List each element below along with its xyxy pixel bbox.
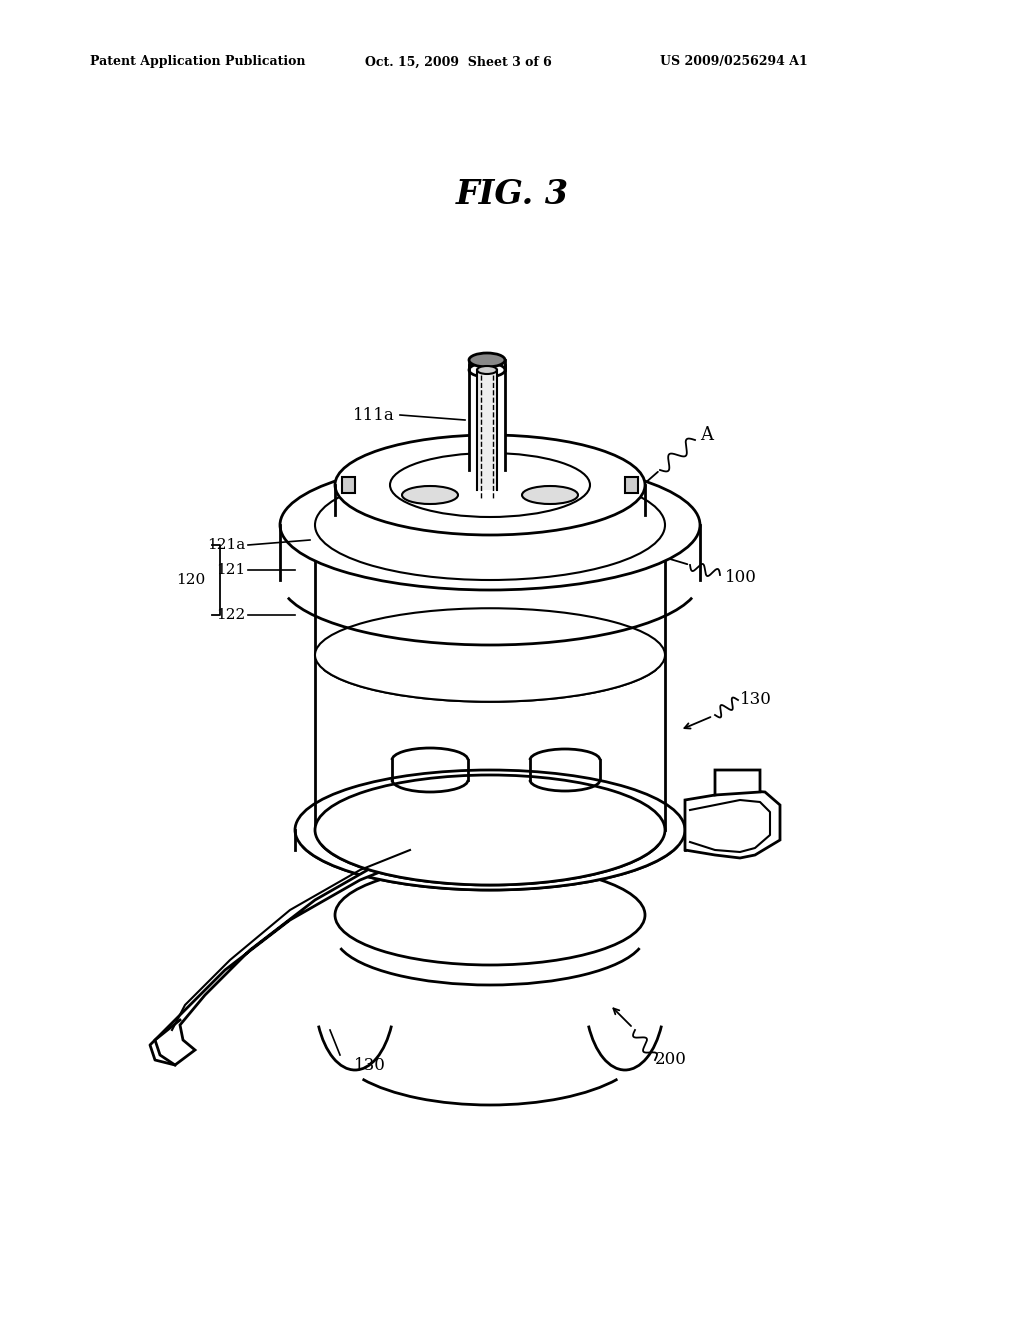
Text: 122: 122 <box>216 609 245 622</box>
Text: 121a: 121a <box>207 539 245 552</box>
Ellipse shape <box>295 770 685 890</box>
Ellipse shape <box>335 865 645 965</box>
Text: 100: 100 <box>725 569 757 586</box>
Polygon shape <box>625 477 638 492</box>
Ellipse shape <box>315 470 665 579</box>
Ellipse shape <box>315 609 665 702</box>
Text: 200: 200 <box>655 1052 687 1068</box>
Text: 130: 130 <box>354 1056 386 1073</box>
Text: 120: 120 <box>176 573 205 587</box>
Ellipse shape <box>280 459 700 590</box>
Polygon shape <box>715 770 760 795</box>
Polygon shape <box>469 366 505 470</box>
Ellipse shape <box>469 363 505 378</box>
Ellipse shape <box>315 775 665 884</box>
Text: FIG. 3: FIG. 3 <box>456 178 568 211</box>
Ellipse shape <box>390 453 590 517</box>
Polygon shape <box>477 370 497 490</box>
Ellipse shape <box>477 366 497 374</box>
Ellipse shape <box>469 352 505 367</box>
Text: Oct. 15, 2009  Sheet 3 of 6: Oct. 15, 2009 Sheet 3 of 6 <box>365 55 552 69</box>
Ellipse shape <box>335 436 645 535</box>
Text: 111a: 111a <box>353 407 395 424</box>
Text: Patent Application Publication: Patent Application Publication <box>90 55 305 69</box>
Text: A: A <box>700 426 713 444</box>
Polygon shape <box>685 789 780 858</box>
Polygon shape <box>342 477 355 492</box>
Text: 130: 130 <box>740 692 772 709</box>
Ellipse shape <box>522 486 578 504</box>
Ellipse shape <box>402 486 458 504</box>
Text: US 2009/0256294 A1: US 2009/0256294 A1 <box>660 55 808 69</box>
Polygon shape <box>155 840 435 1065</box>
Text: 121: 121 <box>216 564 245 577</box>
